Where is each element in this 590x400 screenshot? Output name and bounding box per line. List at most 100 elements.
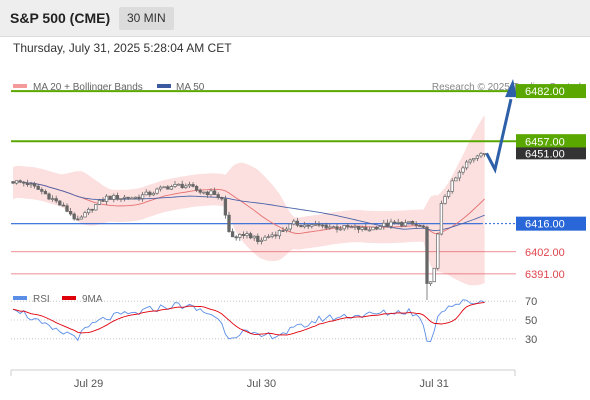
candle-body — [14, 180, 19, 184]
rsi-level-label: 30 — [525, 334, 537, 346]
ma50-legend-label: MA 50 — [176, 82, 205, 93]
candle-body — [83, 212, 87, 218]
candle-body — [288, 223, 292, 230]
candle-body — [338, 228, 343, 231]
rsi-level-label: 50 — [525, 315, 537, 327]
candle-body — [418, 225, 422, 227]
candle-body — [43, 191, 48, 195]
candle-body — [209, 190, 213, 196]
candle-body — [302, 224, 307, 228]
candle-body — [472, 158, 476, 161]
candle-body — [342, 225, 346, 230]
candle-body — [310, 224, 314, 227]
forecast-arrowhead — [505, 79, 517, 98]
candle-body — [220, 197, 224, 200]
candle-body — [410, 221, 415, 225]
candle-body — [396, 221, 400, 224]
candle-body — [349, 226, 354, 229]
candle-body — [76, 218, 80, 221]
candle-body — [295, 220, 300, 226]
candle-body — [115, 195, 120, 200]
candle-body — [299, 225, 303, 228]
candle-body — [29, 183, 33, 186]
candle-body — [252, 235, 256, 239]
candle-body — [382, 222, 386, 227]
candle-body — [284, 228, 289, 231]
candle-body — [457, 171, 462, 179]
candle-body — [133, 196, 138, 199]
timeframe-button[interactable]: 30 MIN — [119, 7, 174, 30]
candle-body — [40, 189, 44, 192]
candle-body — [328, 226, 332, 229]
candle-body — [407, 221, 411, 224]
bollinger-area — [13, 114, 485, 286]
candle-body — [36, 185, 40, 190]
candle-body — [180, 183, 184, 188]
current-price-label: 6451.00 — [525, 148, 565, 160]
level-tag-top — [516, 134, 586, 148]
candle-body — [112, 195, 116, 200]
x-tick-label: Jul 30 — [247, 378, 276, 390]
candle-body — [292, 220, 296, 225]
candle-body — [313, 223, 318, 226]
candle-body — [317, 223, 321, 226]
candle-body — [400, 221, 404, 227]
candle-body — [454, 177, 458, 182]
candle-body — [144, 191, 148, 196]
candle-body — [169, 186, 174, 190]
candle-body — [245, 233, 249, 236]
candle-body — [270, 234, 274, 237]
candle-body — [248, 233, 253, 239]
rsi-ma-legend-swatch — [62, 296, 76, 300]
candle-body — [281, 230, 285, 232]
candle-body — [227, 214, 231, 232]
forecast-path — [485, 98, 513, 174]
candle-body — [468, 159, 472, 163]
candle-body — [461, 167, 465, 173]
candle-body — [187, 184, 192, 187]
ma50-legend-swatch — [157, 84, 171, 88]
candle-body — [58, 200, 62, 206]
candle-body — [126, 196, 130, 199]
candle-body — [79, 216, 84, 220]
candle-body — [356, 226, 361, 230]
x-tick-label: Jul 29 — [74, 378, 103, 390]
candle-body — [479, 153, 483, 157]
candle-body — [238, 233, 242, 238]
candle-body — [432, 267, 436, 283]
candle-body — [155, 188, 159, 194]
candle-body — [122, 196, 127, 199]
rsi-ma-line — [12, 301, 485, 336]
candle-body — [212, 190, 217, 195]
candle-body — [184, 185, 188, 188]
candle-body — [18, 180, 22, 183]
candle-body — [166, 186, 170, 190]
candle-body — [475, 155, 480, 159]
candle-body — [94, 204, 98, 211]
candle-body — [151, 192, 156, 196]
candle-body — [346, 225, 350, 228]
candle-body — [205, 191, 210, 196]
candle-body — [68, 211, 73, 215]
candle-body — [446, 190, 451, 197]
timestamp: Thursday, July 31, 2025 5:28:04 AM CET — [13, 41, 232, 55]
current-price-tag — [516, 147, 586, 160]
candle-body — [263, 236, 267, 241]
candle-body — [306, 224, 310, 227]
ma20-legend-swatch — [13, 84, 27, 88]
candle-body — [353, 226, 357, 228]
candle-body — [374, 226, 379, 230]
candle-body — [364, 227, 368, 231]
level-labels: 6482.00 6457.00 6416.00 6402.00 6391.00 6451.… — [516, 84, 586, 281]
candle-body — [194, 186, 199, 191]
level-tag-0 — [516, 84, 586, 99]
candles — [11, 152, 487, 300]
candle-body — [86, 208, 91, 214]
candle-body — [389, 221, 393, 227]
candle-body — [173, 184, 177, 187]
candle-body — [392, 221, 397, 224]
key-levels — [11, 90, 516, 275]
candle-body — [414, 223, 418, 226]
candle-body — [191, 184, 195, 187]
